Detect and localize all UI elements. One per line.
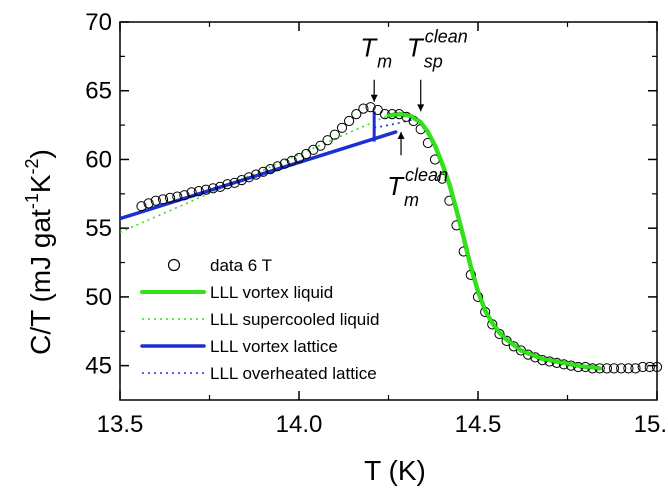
data-point	[637, 361, 648, 373]
y-axis-label: C/T (mJ gat-1K-2)	[22, 149, 56, 355]
data-point	[630, 363, 641, 374]
svg-text:C/T (mJ gat-1K-2): C/T (mJ gat-1K-2)	[22, 149, 56, 355]
data-point	[358, 103, 369, 114]
curves	[120, 111, 602, 371]
data-point	[265, 164, 276, 175]
x-tick-label: 15.0	[634, 411, 668, 438]
data-point	[272, 161, 283, 172]
data-point	[329, 129, 340, 140]
data-point	[336, 122, 348, 133]
data-point	[193, 186, 204, 197]
annotation-superscript: clean	[425, 26, 468, 46]
annotation-arrow-head	[370, 94, 378, 102]
series-line-lll-vortex-liquid-overlay	[386, 112, 602, 371]
series-line-lll-overheated-lattice	[374, 118, 414, 129]
annotation-superscript: clean	[405, 165, 448, 185]
y-tick-label: 55	[85, 215, 112, 242]
data-point	[258, 166, 269, 177]
x-tick-label: 14.0	[276, 411, 323, 438]
data-point	[179, 190, 190, 201]
legend-label: LLL overheated lattice	[210, 364, 377, 383]
y-label-close: )	[25, 149, 56, 158]
legend-marker-circle	[167, 258, 181, 272]
annotation-text: T	[387, 171, 405, 201]
y-label-sup1: -1	[22, 193, 42, 209]
data-point	[279, 158, 290, 169]
data-point	[365, 102, 376, 113]
data-point	[608, 363, 620, 374]
data-point	[243, 172, 254, 183]
legend-label: LLL supercooled liquid	[210, 310, 380, 329]
data-point	[623, 363, 634, 374]
data-point	[351, 109, 362, 120]
data-point	[236, 175, 247, 186]
annotation-subscript: m	[377, 51, 392, 71]
data-point	[250, 169, 262, 180]
data-point	[286, 155, 297, 166]
series-line-lll-vortex-liquid	[386, 111, 602, 371]
legend-label: LLL vortex lattice	[210, 337, 338, 356]
data-point	[344, 115, 355, 127]
data-point	[651, 361, 663, 373]
data-point	[301, 148, 312, 160]
x-axis-label: T (K)	[364, 455, 426, 486]
annotation-arrow-head	[417, 104, 425, 112]
annotation-subscript: sp	[424, 51, 443, 71]
x-tick-label: 13.5	[97, 411, 144, 438]
data-point	[616, 363, 627, 374]
y-label-sup2: -2	[22, 158, 42, 174]
data-point	[494, 328, 505, 340]
data-point	[143, 198, 154, 209]
data-point	[136, 201, 147, 212]
plot-frame	[119, 21, 658, 401]
series-line-lll-vortex-lattice	[120, 130, 398, 221]
annotation-subscript: m	[404, 190, 419, 210]
data-point	[150, 195, 161, 206]
data-point	[186, 187, 197, 198]
data-point	[308, 144, 319, 155]
legend-label: data 6 T	[210, 256, 272, 275]
data-point	[601, 363, 613, 374]
data-point	[208, 183, 219, 194]
data-point	[322, 135, 333, 146]
axes: 13.5 14.0 14.5 15.0 45 50 55 60 65 70	[85, 9, 668, 438]
data-point	[200, 184, 211, 195]
y-tick-label: 70	[85, 9, 112, 36]
legend: data 6 T LLL vortex liquid LLL supercooled…	[140, 256, 380, 383]
data-point	[222, 179, 233, 190]
data-points	[136, 102, 663, 374]
y-label-mid: K	[25, 174, 56, 193]
y-tick-label: 45	[85, 353, 112, 380]
annotation-arrow-head	[397, 131, 405, 139]
y-tick-label: 50	[85, 284, 112, 311]
data-point	[644, 361, 655, 373]
data-point	[215, 181, 226, 192]
data-point	[315, 140, 326, 151]
data-point	[157, 194, 169, 205]
y-label-main: C/T (mJ gat	[25, 209, 56, 355]
legend-label: LLL vortex liquid	[210, 283, 333, 302]
y-tick-label: 60	[85, 146, 112, 173]
data-point	[172, 191, 183, 202]
y-tick-label: 65	[85, 78, 112, 105]
data-point	[165, 192, 176, 203]
annotation-text: T	[407, 32, 425, 62]
annotation-text: T	[360, 32, 378, 62]
data-point	[229, 177, 240, 188]
series-line-lll-supercooled-liquid	[120, 114, 389, 234]
x-tick-label: 14.5	[455, 411, 502, 438]
